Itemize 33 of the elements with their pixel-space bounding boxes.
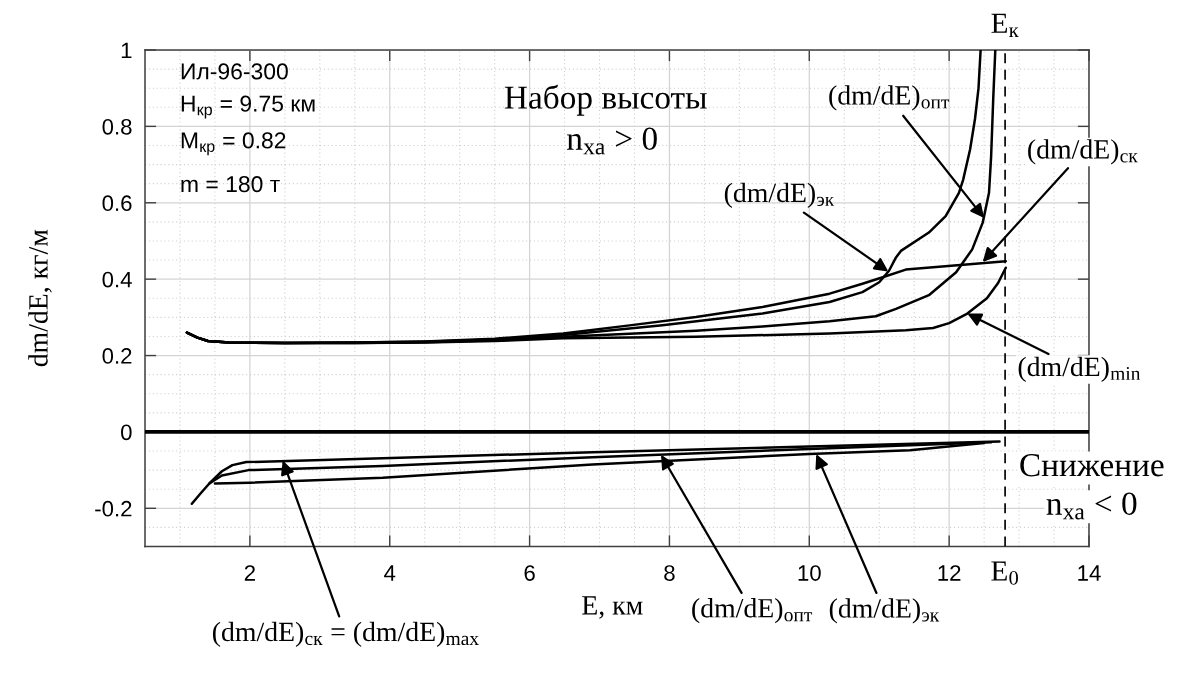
x-tick-label: 6 — [524, 565, 535, 581]
x-tick-label: 4 — [384, 565, 396, 581]
annotation: E$_{к}$ — [991, 13, 1019, 37]
ref-line-label: E$_{0}$ — [991, 561, 1018, 585]
y-tick-label: 0 — [121, 424, 132, 441]
annotation: (dm/dE)$_{min}$ — [1018, 356, 1141, 382]
y-tick-label: 0.2 — [102, 348, 132, 364]
y-tick-label: 0.4 — [102, 271, 132, 288]
x-tick-label: 14 — [1078, 565, 1101, 581]
annotation: M$_{кр}$ = 0.82 — [181, 132, 286, 156]
annotation: m = 180 т — [181, 176, 280, 193]
annotation: H$_{кр}$ = 9.75 км — [181, 95, 315, 119]
x-tick-label: 2 — [244, 565, 255, 581]
annotation: (dm/dE)$_{опт}$ — [692, 598, 813, 624]
y-axis-title: dm/dE, кг/м — [28, 229, 52, 367]
annotation: (dm/dE)$_{эк}$ — [829, 598, 940, 624]
annotation: Снижение — [1020, 454, 1164, 477]
y-tick-label: 0.6 — [102, 195, 132, 212]
annotation: Ил-96-300 — [181, 63, 288, 80]
x-tick-label: 10 — [798, 565, 821, 581]
annotation: n$_{xa}$ < 0 — [1046, 492, 1137, 520]
y-tick-label: -0.2 — [95, 500, 132, 517]
annotation: n$_{xa}$ > 0 — [567, 127, 657, 155]
annotation: (dm/dE)$_{опт}$ — [829, 85, 950, 111]
y-tick-label: 0.8 — [102, 118, 132, 135]
annotation: (dm/dE)$_{ск}$ = (dm/dE)$_{max}$ — [212, 621, 479, 647]
annotation: (dm/dE)$_{эк}$ — [724, 182, 835, 208]
annotation: Набор высоты — [504, 84, 707, 116]
annotation: (dm/dE)$_{ск}$ — [1028, 139, 1138, 165]
y-tick-label: 1 — [121, 42, 132, 59]
x-tick-label: 12 — [938, 565, 961, 581]
x-axis-title: E, км — [582, 596, 643, 619]
x-tick-label: 8 — [664, 565, 675, 581]
